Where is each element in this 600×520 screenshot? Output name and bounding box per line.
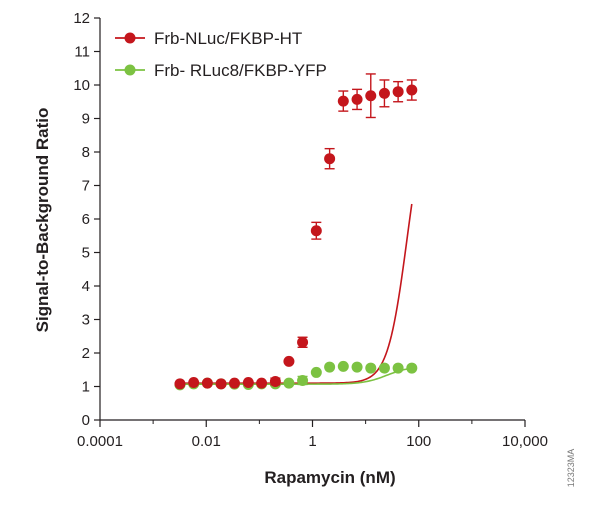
data-point-rluc8 bbox=[283, 377, 295, 389]
data-point-nluc bbox=[297, 336, 309, 348]
data-point-nluc bbox=[406, 84, 418, 96]
x-tick-label: 0.01 bbox=[192, 433, 221, 450]
data-point-rluc8 bbox=[406, 362, 418, 374]
data-point-nluc bbox=[351, 93, 363, 105]
data-point-rluc8 bbox=[378, 362, 390, 374]
data-point-nluc bbox=[392, 86, 404, 98]
y-tick-label: 7 bbox=[82, 178, 90, 195]
y-tick-label: 10 bbox=[73, 77, 90, 94]
data-point-nluc bbox=[324, 153, 336, 165]
fit-curves bbox=[179, 203, 413, 385]
y-tick-label: 3 bbox=[82, 312, 90, 329]
y-tick-label: 0 bbox=[82, 412, 90, 429]
data-point-rluc8 bbox=[297, 374, 309, 386]
legend-label-rluc8: Frb- RLuc8/FKBP-YFP bbox=[154, 61, 327, 80]
data-point-nluc bbox=[365, 90, 377, 102]
data-point-nluc bbox=[188, 376, 200, 388]
y-tick-label: 12 bbox=[73, 10, 90, 27]
data-point-rluc8 bbox=[392, 362, 404, 374]
y-tick-label: 8 bbox=[82, 144, 90, 161]
y-tick-label: 4 bbox=[82, 278, 90, 295]
x-tick-label: 10,000 bbox=[502, 433, 548, 450]
x-axis-title: Rapamycin (nM) bbox=[264, 468, 395, 487]
y-tick-label: 9 bbox=[82, 111, 90, 128]
data-point-nluc bbox=[378, 87, 390, 99]
y-tick-label: 6 bbox=[82, 211, 90, 228]
data-point-nluc bbox=[269, 375, 281, 387]
data-point-rluc8 bbox=[351, 361, 363, 373]
y-tick-label: 11 bbox=[74, 44, 90, 61]
fit-curve-nluc bbox=[179, 203, 413, 384]
x-tick-label: 0.0001 bbox=[77, 433, 123, 450]
legend-marker-rluc8 bbox=[124, 64, 136, 76]
data-point-nluc bbox=[310, 225, 322, 237]
data-point-nluc bbox=[337, 95, 349, 107]
data-point-nluc bbox=[283, 355, 295, 367]
data-point-nluc bbox=[174, 378, 186, 390]
data-point-nluc bbox=[228, 377, 240, 389]
legend-label-nluc: Frb-NLuc/FKBP-HT bbox=[154, 29, 302, 48]
data-point-nluc bbox=[256, 377, 268, 389]
x-tick-label: 100 bbox=[406, 433, 431, 450]
catalog-number: 12323MA bbox=[566, 449, 576, 488]
x-tick-label: 1 bbox=[308, 433, 316, 450]
data-point-nluc bbox=[201, 377, 213, 389]
data-point-rluc8 bbox=[310, 366, 322, 378]
data-point-nluc bbox=[215, 378, 227, 390]
legend: Frb-NLuc/FKBP-HT Frb- RLuc8/FKBP-YFP bbox=[115, 29, 327, 80]
y-tick-label: 1 bbox=[82, 379, 90, 396]
data-point-rluc8 bbox=[324, 361, 336, 373]
legend-marker-nluc bbox=[124, 32, 136, 44]
y-tick-label: 5 bbox=[82, 245, 90, 262]
y-axis-title: Signal-to-Background Ratio bbox=[33, 108, 52, 333]
data-point-rluc8 bbox=[337, 360, 349, 372]
y-tick-label: 2 bbox=[82, 345, 90, 362]
data-point-rluc8 bbox=[365, 362, 377, 374]
data-points bbox=[174, 73, 418, 391]
data-point-nluc bbox=[242, 376, 254, 388]
